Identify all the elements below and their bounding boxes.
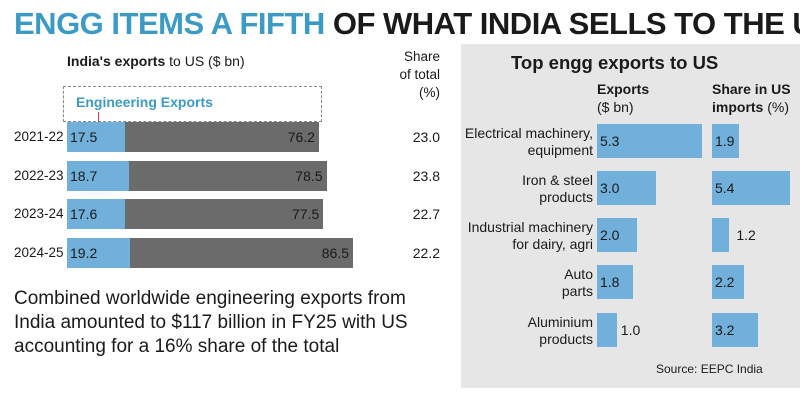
exports-value: 1.0 (620, 322, 641, 338)
share-in-us-imports-header: Share in US imports (%) (712, 80, 791, 116)
category-label-line: products (539, 331, 593, 347)
exports-value: 3.0 (600, 180, 620, 196)
exports-value: 5.3 (600, 133, 620, 149)
left-chart-title-rest: to US ($ bn) (165, 53, 245, 69)
share-in-us-imports-value: 3.2 (715, 322, 735, 338)
share-in-us-imports-bar (712, 171, 790, 205)
year-label: 2024-25 (14, 244, 64, 260)
exports-bar (597, 124, 702, 158)
year-label: 2021-22 (14, 129, 64, 144)
note-line: Combined worldwide engineering exports f… (14, 288, 406, 309)
engineering-value: 18.7 (70, 167, 98, 184)
engineering-value: 17.6 (70, 206, 98, 222)
engineering-bar (67, 122, 125, 152)
engineering-bar (67, 160, 129, 191)
share-of-total-value: 22.2 (412, 244, 440, 261)
note-line: accounting for a 16% share of the total (14, 336, 340, 357)
category-label: Iron & steel products (461, 172, 593, 206)
category-label-line: Iron & steel (522, 172, 593, 188)
note-line: India amounted to $117 billion in FY25 w… (14, 312, 408, 333)
share-us-header-name: Share in US (712, 81, 791, 97)
exports-header-name: Exports (597, 81, 650, 97)
category-label-line: Aluminium (527, 314, 593, 330)
share-in-us-imports-bar (712, 265, 744, 299)
exports-bar (597, 313, 617, 347)
exports-value: 2.0 (600, 227, 620, 243)
exports-value: 1.8 (600, 274, 620, 290)
legend-box (63, 86, 322, 122)
category-label-line: equipment (527, 142, 593, 158)
share-in-us-imports-value: 5.4 (715, 180, 735, 196)
exports-bar (597, 265, 633, 299)
right-chart-title: Top engg exports to US (511, 52, 719, 73)
share-in-us-imports-value: 1.2 (736, 227, 756, 243)
exports-bar (597, 171, 657, 205)
share-us-header-name2: imports (%) (712, 99, 790, 115)
total-value: 76.2 (287, 129, 315, 145)
exports-column-header: Exports ($ bn) (597, 80, 649, 116)
headline-part1: ENGG ITEMS A FIFTH (14, 6, 325, 41)
headline: ENGG ITEMS A FIFTH OF WHAT INDIA SELLS T… (14, 4, 800, 44)
category-label-line: for dairy, agri (512, 236, 593, 252)
engineering-bar (67, 199, 126, 229)
share-header-line2: of total (399, 67, 440, 82)
total-value: 86.5 (321, 244, 349, 261)
engineering-value: 17.5 (70, 129, 98, 145)
share-header-line3: (%) (419, 85, 440, 100)
category-label-line: products (539, 189, 593, 205)
category-label-line: Electrical machinery, (464, 125, 593, 141)
share-in-us-imports-value: 2.2 (715, 274, 735, 290)
share-of-total-value: 22.7 (412, 206, 440, 222)
total-value: 78.5 (295, 167, 323, 184)
note-text: Combined worldwide engineering exports f… (14, 287, 454, 359)
category-label: Auto parts (461, 266, 593, 300)
share-in-us-imports-bar (712, 218, 730, 252)
legend-engineering-exports: Engineering Exports (76, 94, 213, 110)
legend-tick (98, 112, 99, 126)
exports-header-unit: ($ bn) (597, 99, 634, 115)
source-credit: Source: EEPC India (656, 362, 763, 376)
share-of-total-header: Share of total (%) (384, 48, 440, 102)
left-chart-title: India's exports to US ($ bn) (67, 53, 245, 69)
category-label: Aluminium products (461, 314, 593, 348)
exports-bar (597, 218, 637, 252)
left-chart-title-bold: India's exports (67, 53, 166, 69)
category-label-line: Industrial machinery (467, 219, 593, 235)
share-of-total-value: 23.8 (412, 167, 440, 184)
category-label: Industrial machinery for dairy, agri (461, 219, 593, 253)
headline-part2: OF WHAT INDIA SELLS TO THE US (324, 6, 800, 41)
share-in-us-imports-bar (712, 313, 759, 347)
engineering-value: 19.2 (70, 244, 98, 261)
share-of-total-value: 23.0 (412, 129, 440, 145)
total-value: 77.5 (291, 206, 320, 222)
share-in-us-imports-value: 1.9 (715, 133, 735, 149)
year-label: 2023-24 (14, 206, 64, 221)
category-label-line: parts (561, 283, 593, 299)
engineering-bar (67, 237, 131, 268)
category-label: Electrical machinery, equipment (461, 125, 593, 159)
share-header-line1: Share (403, 49, 440, 64)
category-label-line: Auto (564, 266, 593, 282)
share-in-us-imports-bar (712, 124, 740, 158)
year-label: 2022-23 (14, 167, 64, 183)
